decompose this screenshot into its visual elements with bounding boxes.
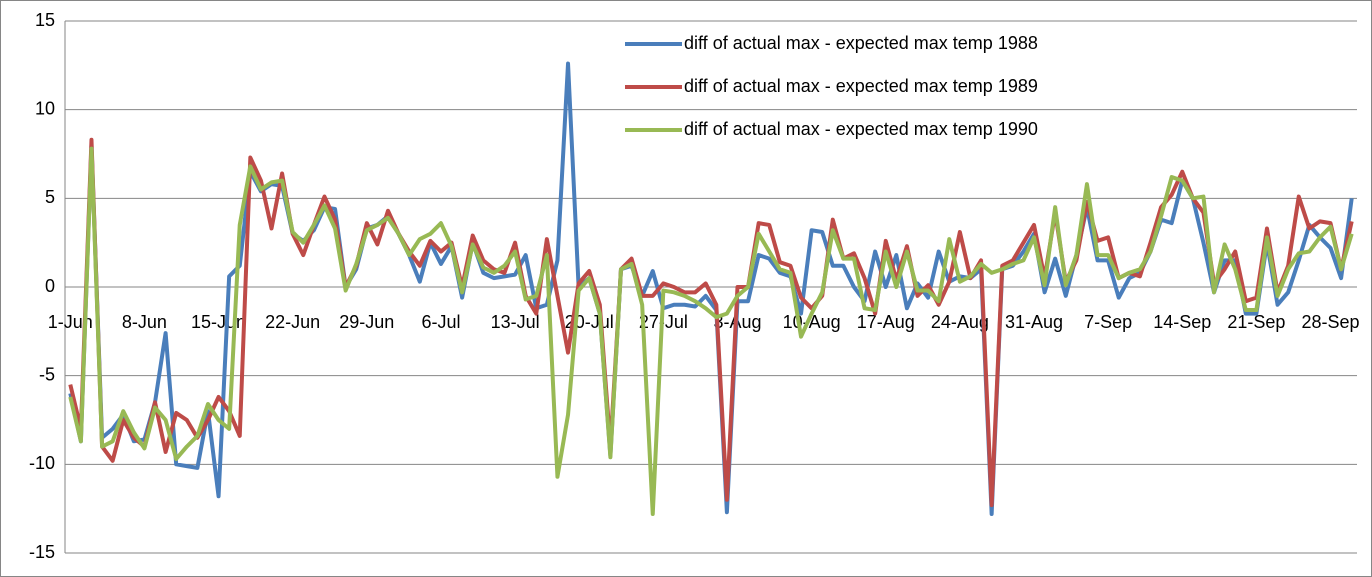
- y-tick-label: 10: [35, 98, 55, 118]
- y-tick-label: 15: [35, 10, 55, 30]
- x-tick-label: 15-Jun: [191, 312, 246, 332]
- y-tick-label: -10: [29, 453, 55, 473]
- legend-label: diff of actual max - expected max temp 1…: [684, 76, 1038, 96]
- y-tick-label: -15: [29, 542, 55, 562]
- x-tick-label: 21-Sep: [1227, 312, 1285, 332]
- x-tick-label: 24-Aug: [931, 312, 989, 332]
- y-tick-label: 0: [45, 276, 55, 296]
- x-tick-label: 17-Aug: [857, 312, 915, 332]
- x-tick-label: 13-Jul: [491, 312, 540, 332]
- x-tick-label: 14-Sep: [1153, 312, 1211, 332]
- x-tick-label: 31-Aug: [1005, 312, 1063, 332]
- series-line: [68, 146, 1354, 516]
- x-tick-label: 28-Sep: [1302, 312, 1360, 332]
- legend-label: diff of actual max - expected max temp 1…: [684, 119, 1038, 139]
- y-tick-label: -5: [39, 364, 55, 384]
- x-tick-label: 29-Jun: [339, 312, 394, 332]
- x-tick-label: 7-Sep: [1084, 312, 1132, 332]
- x-tick-label: 1-Jun: [48, 312, 93, 332]
- x-tick-label: 22-Jun: [265, 312, 320, 332]
- x-tick-label: 6-Jul: [421, 312, 460, 332]
- legend-label: diff of actual max - expected max temp 1…: [684, 33, 1038, 53]
- y-tick-label: 5: [45, 187, 55, 207]
- x-tick-label: 8-Jun: [122, 312, 167, 332]
